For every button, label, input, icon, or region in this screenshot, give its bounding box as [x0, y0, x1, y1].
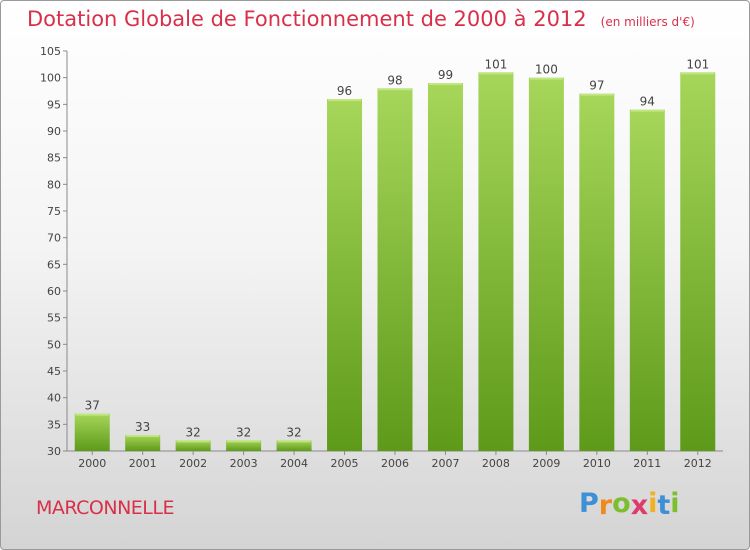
x-tick-label: 2002 [179, 457, 207, 470]
x-tick-label: 2003 [230, 457, 258, 470]
bar-2007 [427, 83, 463, 451]
logo-letter: r [598, 490, 613, 521]
y-tick-label: 85 [47, 152, 61, 165]
bar-2011 [629, 109, 665, 452]
y-tick-label: 60 [47, 285, 61, 298]
bar-highlight [227, 440, 261, 443]
bar-highlight [176, 440, 210, 443]
data-label: 32 [286, 425, 301, 439]
y-tick-label: 50 [47, 338, 61, 351]
proxiti-logo: Proxiti [579, 488, 680, 521]
x-tick-label: 2008 [482, 457, 510, 470]
bar-highlight [277, 440, 311, 443]
y-tick-label: 65 [47, 258, 61, 271]
bars [74, 72, 716, 452]
bar-2003 [226, 440, 262, 451]
y-tick-label: 40 [47, 392, 61, 405]
y-tick-label: 90 [47, 125, 61, 138]
y-tick-label: 75 [47, 205, 61, 218]
axes: 30 35 40 45 50 55 60 65 70 75 80 85 90 95 100 105 2000 20… [40, 45, 723, 470]
data-label: 33 [135, 420, 150, 434]
bar-2006 [377, 88, 413, 451]
y-tick-label: 105 [40, 45, 61, 58]
bar-2012 [680, 72, 716, 451]
commune-name: MARCONNELLE [36, 497, 174, 519]
data-label: 101 [686, 57, 709, 71]
data-label: 99 [438, 68, 453, 82]
data-label: 37 [85, 399, 100, 413]
y-tick-label: 95 [47, 98, 61, 111]
bar-2009 [528, 77, 564, 452]
data-label: 98 [387, 73, 402, 87]
bar-highlight [479, 72, 513, 75]
x-tick-label: 2012 [684, 457, 712, 470]
chart-title-text: Dotation Globale de Fonctionnement de 20… [27, 7, 587, 31]
chart-title: Dotation Globale de Fonctionnement de 20… [27, 7, 695, 31]
logo-letter: P [579, 488, 599, 519]
x-tick-label: 2000 [78, 457, 106, 470]
logo-letter: t [657, 490, 671, 521]
bar-highlight [75, 413, 109, 416]
bar-highlight [630, 109, 664, 112]
bar-2000 [74, 413, 110, 451]
bar-2005 [327, 99, 363, 451]
bar-2002 [175, 440, 211, 451]
x-tick-label: 2009 [532, 457, 560, 470]
bar-highlight [126, 435, 160, 437]
data-label: 32 [186, 425, 201, 439]
data-label: 94 [640, 95, 655, 109]
bar-highlight [378, 88, 412, 91]
logo-letter: x [630, 490, 649, 521]
data-label: 96 [337, 84, 352, 98]
y-tick-label: 80 [47, 178, 61, 191]
x-tick-label: 2005 [331, 457, 359, 470]
bar-highlight [681, 72, 715, 75]
data-label: 97 [589, 79, 604, 93]
bar-highlight [580, 93, 614, 96]
logo-letter: o [612, 488, 631, 519]
data-label: 32 [236, 425, 251, 439]
bar-2008 [478, 72, 514, 451]
y-tick-label: 35 [47, 418, 61, 431]
logo-letter: i [670, 488, 680, 519]
bar-highlight [428, 83, 462, 85]
bar-2001 [125, 435, 161, 451]
x-tick-label: 2004 [280, 457, 308, 470]
x-tick-label: 2011 [633, 457, 661, 470]
x-tick-label: 2010 [583, 457, 611, 470]
x-tick-label: 2001 [129, 457, 157, 470]
x-tick-label: 2007 [431, 457, 459, 470]
logo-letter: i [648, 488, 658, 519]
bar-2004 [276, 440, 312, 451]
chart-unit: (en milliers d'€) [600, 15, 695, 29]
x-tick-label: 2006 [381, 457, 409, 470]
bar-highlight [529, 77, 563, 80]
y-tick-label: 70 [47, 232, 61, 245]
bar-highlight [328, 99, 362, 101]
y-tick-label: 30 [47, 445, 61, 458]
y-tick-label: 100 [40, 72, 61, 85]
data-label: 101 [484, 57, 507, 71]
data-labels: 37 33 32 32 32 96 98 99 101 100 97 94 101 [85, 57, 710, 439]
bar-2010 [579, 93, 615, 452]
data-label: 100 [535, 63, 558, 77]
y-tick-label: 55 [47, 312, 61, 325]
y-tick-label: 45 [47, 365, 61, 378]
